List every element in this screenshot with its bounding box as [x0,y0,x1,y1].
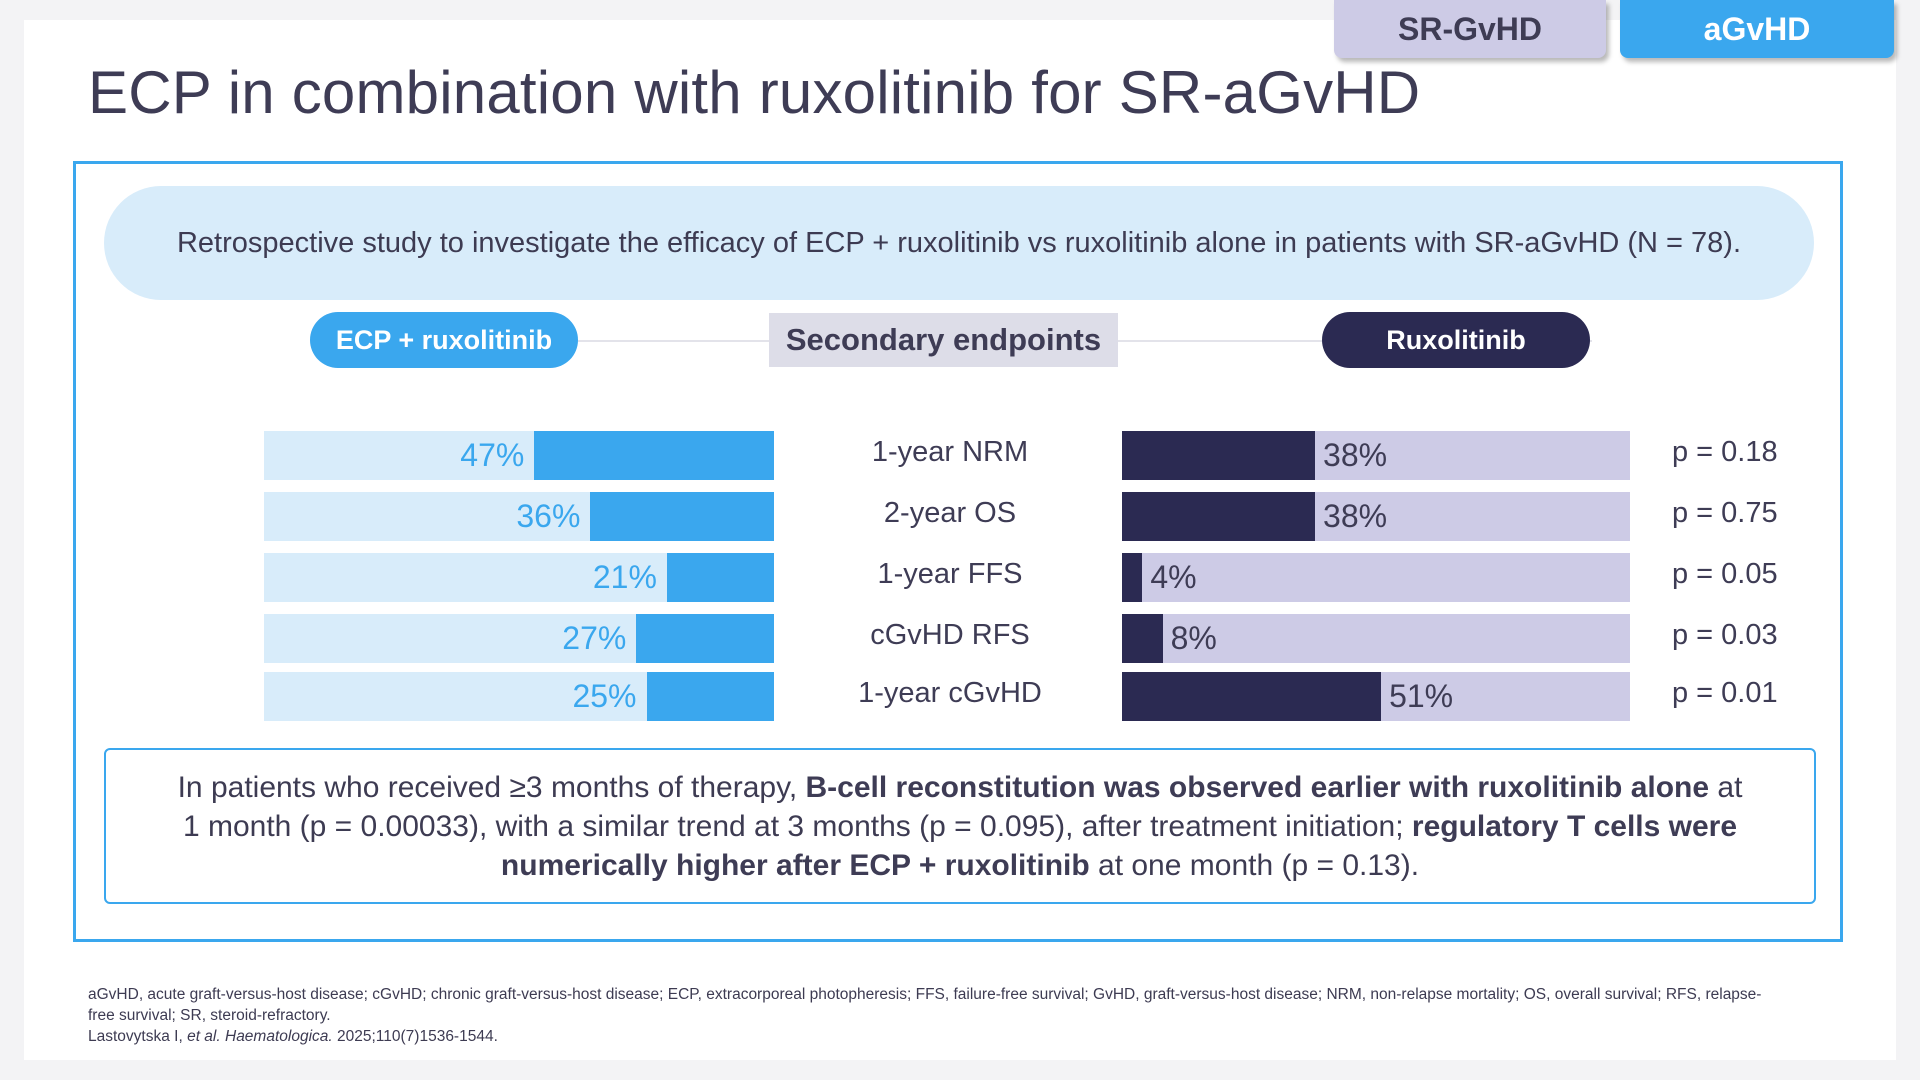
ruxolitinib-bar [1122,431,1316,480]
summary-box: In patients who received ≥3 months of th… [104,748,1816,904]
reference-authors: Lastovytska I, [88,1028,188,1045]
ecp-bar-value: 47% [460,437,525,473]
page-title: ECP in combination with ruxolitinib for … [88,59,1421,126]
summary-part-3: at 1 month (p = 0.00033), with a similar… [182,770,1743,843]
ecp-ruxolitinib-header: ECP + ruxolitinib [310,312,578,368]
p-value: p = 0.03 [1672,619,1778,651]
endpoint-label: 1-year cGvHD [858,677,1042,709]
ruxolitinib-bar-track: 8% [1122,614,1630,663]
ruxolitinib-bar [1122,553,1143,602]
endpoint-label: cGvHD RFS [870,619,1030,651]
ecp-bar [590,492,774,541]
p-value: p = 0.75 [1672,497,1778,529]
ruxolitinib-bar [1122,614,1163,663]
reference-etal: et al. [187,1028,221,1045]
study-description: Retrospective study to investigate the e… [104,186,1814,300]
ruxolitinib-bar [1122,492,1316,541]
ruxolitinib-bar-value: 8% [1170,620,1217,656]
ruxolitinib-bar [1122,672,1382,721]
reference-details: 2025;110(7)1536-1544. [332,1028,498,1045]
abbreviations: aGvHD, acute graft-versus-host disease; … [88,986,1762,1024]
ruxolitinib-bar-value: 51% [1389,678,1454,714]
ecp-bar-track: 36% [264,492,774,541]
ecp-bar-value: 21% [592,559,657,595]
footnote: aGvHD, acute graft-versus-host disease; … [88,984,1788,1047]
summary-part-5: at one month (p = 0.13). [1089,848,1420,882]
ecp-bar [636,614,774,663]
p-value: p = 0.01 [1672,677,1778,709]
ecp-bar-value: 25% [572,678,637,714]
p-value: p = 0.05 [1672,558,1778,590]
ruxolitinib-bar-value: 38% [1323,437,1388,473]
ecp-bar [534,431,774,480]
ruxolitinib-bar-value: 4% [1150,559,1197,595]
tab-sr-gvhd[interactable]: SR-GvHD [1334,0,1606,58]
ruxolitinib-bar-track: 38% [1122,431,1630,480]
ruxolitinib-bar-track: 38% [1122,492,1630,541]
summary-highlight-b-cell: B-cell reconstitution was observed earli… [805,770,1710,804]
ecp-bar-track: 27% [264,614,774,663]
summary-text: In patients who received ≥3 months of th… [166,768,1754,885]
summary-highlight-treg: regulatory T cells were numerically high… [500,809,1738,882]
ruxolitinib-bar-value: 38% [1323,498,1388,534]
ecp-bar-track: 25% [264,672,774,721]
ruxolitinib-bar-track: 4% [1122,553,1630,602]
reference: Lastovytska I, et al. Haematologica. 202… [88,1026,1788,1047]
p-value: p = 0.18 [1672,436,1778,468]
reference-journal: Haematologica. [220,1028,333,1045]
tab-agvhd[interactable]: aGvHD [1620,0,1894,58]
ecp-bar [646,672,774,721]
endpoint-label: 1-year FFS [877,558,1023,590]
ecp-bar [666,553,774,602]
secondary-endpoints-header: Secondary endpoints [769,313,1118,367]
ruxolitinib-bar-track: 51% [1122,672,1630,721]
endpoint-label: 1-year NRM [871,436,1029,468]
ecp-bar-value: 36% [516,498,581,534]
ruxolitinib-header: Ruxolitinib [1322,312,1590,368]
ecp-bar-value: 27% [562,620,627,656]
endpoint-label: 2-year OS [883,497,1017,529]
summary-part-1: In patients who received ≥3 months of th… [177,770,806,804]
ecp-bar-track: 21% [264,553,774,602]
ecp-bar-track: 47% [264,431,774,480]
